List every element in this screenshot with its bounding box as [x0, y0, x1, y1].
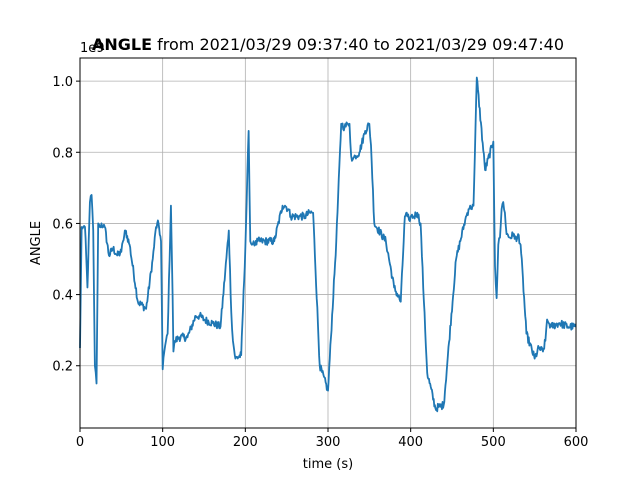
x-tick-label: 200 [233, 435, 258, 450]
y-tick-label: 0.8 [52, 146, 73, 161]
x-tick-label: 600 [564, 435, 589, 450]
x-tick-label: 0 [76, 435, 84, 450]
y-tick-label: 0.4 [52, 289, 73, 304]
x-tick-label: 400 [398, 435, 423, 450]
x-axis-label: time (s) [303, 457, 353, 472]
x-tick-label: 100 [150, 435, 175, 450]
title-bold: ANGLE [92, 35, 152, 54]
y-axis-label: ANGLE [29, 221, 44, 265]
x-axis: 0 100 200 300 400 500 600 [76, 428, 589, 450]
y-tick-label: 0.6 [52, 217, 73, 232]
y-tick-label: 1.0 [52, 75, 73, 90]
chart-title: ANGLE from 2021/03/29 09:37:40 to 2021/0… [92, 35, 564, 54]
x-tick-label: 300 [316, 435, 341, 450]
y-axis: 0.2 0.4 0.6 0.8 1.0 [52, 75, 80, 375]
x-tick-label: 500 [481, 435, 506, 450]
y-offset-label: 1e9 [80, 41, 105, 56]
y-tick-label: 0.2 [52, 360, 73, 375]
series-line [79, 76, 577, 413]
title-rest: from 2021/03/29 09:37:40 to 2021/03/29 0… [152, 35, 564, 54]
plot-area [79, 76, 577, 413]
